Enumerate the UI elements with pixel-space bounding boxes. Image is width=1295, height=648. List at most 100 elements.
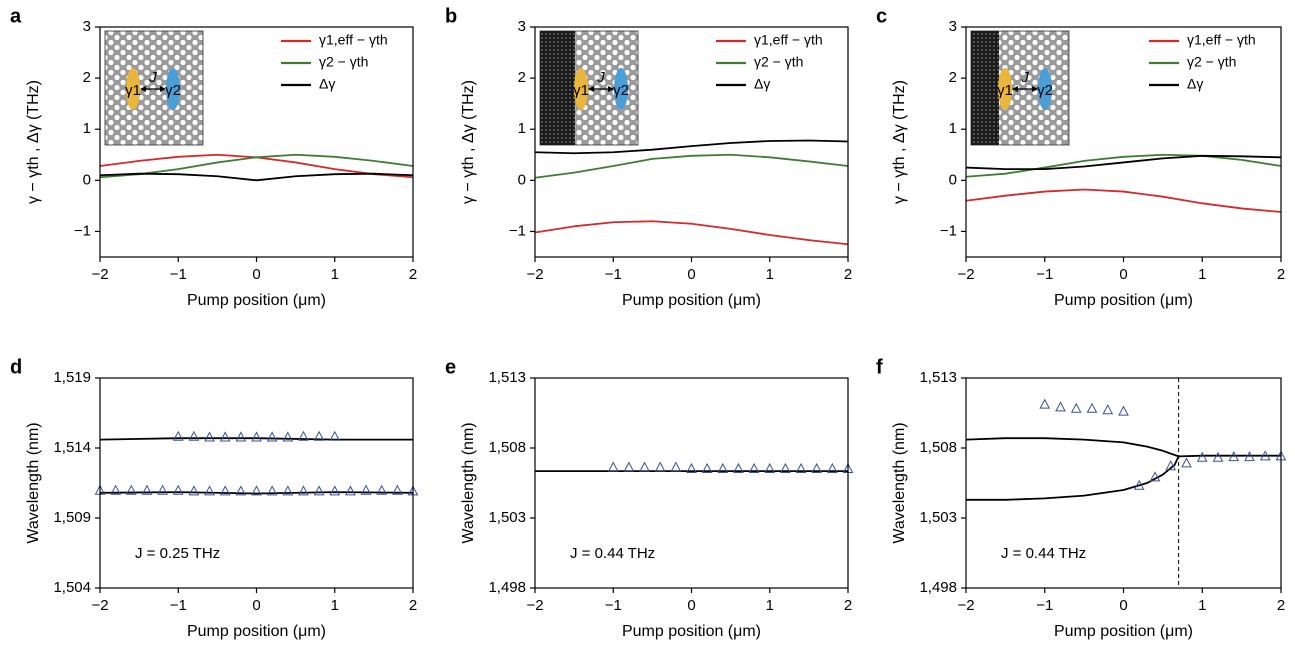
x-tick-label: 2 bbox=[844, 597, 852, 614]
data-marker bbox=[717, 462, 729, 473]
data-marker bbox=[607, 461, 619, 472]
inset-strip bbox=[540, 31, 575, 145]
inset-lattice bbox=[104, 30, 204, 146]
plot-frame bbox=[99, 377, 414, 589]
x-axis-label: Pump position (μm) bbox=[1054, 292, 1193, 309]
x-tick-label: 0 bbox=[687, 597, 695, 614]
data-marker bbox=[1086, 402, 1098, 413]
data-marker bbox=[748, 462, 760, 473]
data-marker bbox=[329, 485, 341, 496]
legend-label: γ1,eff − γth bbox=[1187, 32, 1256, 48]
data-marker bbox=[1149, 471, 1161, 482]
data-marker bbox=[376, 484, 388, 495]
y-tick-label: −1 bbox=[74, 222, 91, 239]
y-tick-label: 1 bbox=[518, 120, 526, 137]
coupling-label: J bbox=[1020, 69, 1029, 86]
y-axis-label: Wavelength (nm) bbox=[460, 422, 477, 543]
legend-label: γ1,eff − γth bbox=[319, 32, 388, 48]
cavity-2-label: γ2 bbox=[1037, 82, 1053, 99]
x-tick-label: −1 bbox=[170, 597, 187, 614]
data-marker bbox=[1259, 450, 1271, 461]
x-tick-label: −2 bbox=[91, 597, 108, 614]
y-tick-label: 1,513 bbox=[488, 369, 526, 386]
y-tick-label: 1,503 bbox=[488, 509, 526, 526]
legend-label: γ2 − γth bbox=[1187, 54, 1236, 70]
data-marker bbox=[654, 461, 666, 472]
data-marker bbox=[266, 485, 278, 496]
data-marker bbox=[1244, 451, 1255, 462]
data-line bbox=[1178, 454, 1281, 458]
data-marker bbox=[172, 430, 184, 441]
plot-frame bbox=[99, 26, 414, 258]
data-marker bbox=[701, 462, 713, 473]
data-marker bbox=[298, 430, 309, 441]
y-tick-label: 3 bbox=[518, 18, 526, 35]
x-tick-label: 2 bbox=[409, 597, 417, 614]
panel-label: d bbox=[10, 356, 22, 378]
y-axis-label: γ − γth , Δγ (THz) bbox=[891, 80, 908, 204]
x-axis-label: Pump position (μm) bbox=[187, 623, 326, 640]
legend-label: γ1,eff − γth bbox=[754, 32, 823, 48]
data-marker bbox=[298, 485, 309, 496]
plot-frame bbox=[534, 26, 849, 258]
cavity-2-label: γ2 bbox=[165, 82, 181, 99]
y-tick-label: 0 bbox=[518, 171, 526, 188]
data-marker bbox=[1118, 405, 1129, 416]
cavity-1 bbox=[574, 68, 588, 110]
x-tick-label: 2 bbox=[409, 266, 417, 283]
x-tick-label: 2 bbox=[1277, 597, 1285, 614]
x-tick-label: −1 bbox=[605, 597, 622, 614]
panel-label: e bbox=[445, 356, 456, 378]
data-marker bbox=[266, 431, 278, 442]
data-marker bbox=[219, 485, 231, 496]
data-line bbox=[534, 220, 849, 246]
cavity-1 bbox=[998, 68, 1012, 110]
data-marker bbox=[827, 462, 838, 473]
data-marker bbox=[251, 431, 262, 442]
data-line bbox=[966, 456, 1180, 501]
x-axis-label: Pump position (μm) bbox=[622, 292, 761, 309]
x-tick-label: −1 bbox=[1036, 266, 1053, 283]
data-marker bbox=[313, 485, 325, 496]
y-tick-label: 1 bbox=[949, 120, 957, 137]
data-marker bbox=[764, 462, 776, 473]
y-tick-label: −1 bbox=[509, 222, 526, 239]
x-tick-label: −2 bbox=[957, 597, 974, 614]
data-marker bbox=[1070, 402, 1082, 413]
y-tick-label: 0 bbox=[949, 171, 957, 188]
x-axis-label: Pump position (μm) bbox=[187, 292, 326, 309]
data-marker bbox=[1181, 457, 1192, 468]
y-tick-label: 0 bbox=[83, 171, 91, 188]
y-axis-label: γ − γth , Δγ (THz) bbox=[25, 80, 42, 204]
y-tick-label: 1 bbox=[83, 120, 91, 137]
data-marker bbox=[235, 485, 247, 496]
data-marker bbox=[157, 484, 168, 495]
y-tick-label: 1,504 bbox=[53, 579, 91, 596]
data-marker bbox=[282, 431, 294, 442]
x-tick-label: 1 bbox=[1198, 266, 1206, 283]
data-marker bbox=[188, 485, 200, 496]
data-line bbox=[965, 153, 1282, 178]
data-marker bbox=[1039, 398, 1051, 409]
x-tick-label: 1 bbox=[766, 266, 774, 283]
annotation: J = 0.25 THz bbox=[135, 545, 220, 562]
data-marker bbox=[795, 462, 807, 473]
data-marker bbox=[670, 461, 682, 472]
annotation: J = 0.44 THz bbox=[570, 545, 655, 562]
y-tick-label: 1,514 bbox=[53, 439, 91, 456]
y-tick-label: −1 bbox=[940, 222, 957, 239]
data-line bbox=[99, 153, 414, 179]
data-marker bbox=[811, 462, 823, 473]
cavity-1-label: γ1 bbox=[573, 82, 589, 99]
data-marker bbox=[1196, 451, 1208, 462]
data-marker bbox=[623, 461, 635, 472]
y-tick-label: 1,498 bbox=[919, 579, 957, 596]
y-tick-label: 3 bbox=[949, 18, 957, 35]
data-line bbox=[965, 154, 1282, 170]
data-marker bbox=[282, 485, 294, 496]
panel-label: f bbox=[876, 356, 883, 378]
cavity-1-label: γ1 bbox=[997, 82, 1013, 99]
plot-frame bbox=[965, 377, 1282, 589]
x-axis-label: Pump position (μm) bbox=[622, 623, 761, 640]
